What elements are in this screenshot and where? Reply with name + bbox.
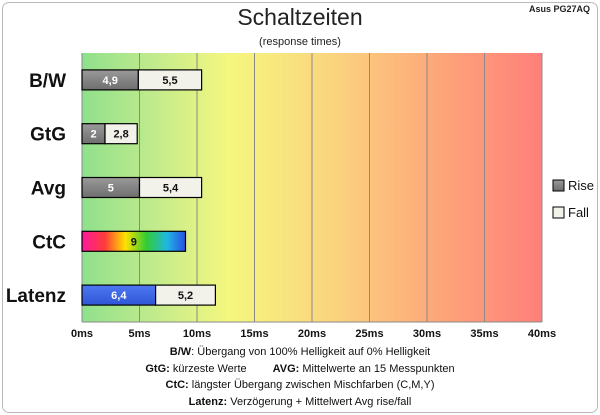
bars: 4,9 5,5 2 2,8 5 5,4 9 6,4 5,2	[81, 69, 217, 306]
bar-segment-4-1	[155, 284, 217, 306]
legend-swatch-rise	[552, 179, 565, 192]
note-bw-key: B/W	[169, 346, 192, 358]
category-label: GtG	[30, 125, 66, 146]
monitor-model-label: Asus PG27AQ	[528, 4, 590, 14]
bar-value-label: 9	[131, 236, 137, 248]
bar-value-label: 6,4	[111, 290, 127, 302]
legend-swatch-fall	[552, 206, 565, 219]
bar-value-label: 2,8	[113, 129, 128, 141]
bar-segment-1-1	[104, 123, 138, 145]
bar-value-label: 5,5	[162, 75, 177, 87]
category-label: CtC	[32, 232, 66, 253]
note-latency: Latenz: Verzögerung + Mittelwert Avg ris…	[0, 394, 600, 411]
bar-value-label: 2	[90, 129, 96, 141]
note-avg-key: AVG:	[272, 362, 300, 375]
chart-notes: B/W: Übergang von 100% Helligkeit auf 0%…	[0, 344, 600, 410]
note-lat-key: Latenz:	[188, 395, 228, 408]
x-tick-labels: 0ms 5ms 10ms 15ms 20ms 25ms 30ms 35ms 40ms	[71, 328, 556, 340]
bar-value-label: 5,4	[163, 183, 179, 195]
chart-subtitle: (response times)	[259, 36, 341, 48]
note-gtg-key: GtG:	[145, 362, 170, 375]
category-label: B/W	[29, 71, 66, 92]
bar-value-label: 5,2	[178, 290, 193, 302]
category-label: Latenz	[6, 286, 66, 307]
note-ctc-text: längster Übergang zwischen Mischfarben (…	[188, 379, 435, 391]
note-lat-text: Verzögerung + Mittelwert Avg rise/fall	[227, 395, 412, 408]
note-gtg-text: kürzeste Werte	[169, 362, 247, 375]
x-tick-label: 10ms	[183, 328, 211, 340]
bar-segment-3-0	[81, 230, 187, 252]
x-tick-label: 30ms	[413, 328, 441, 340]
x-tick-label: 40ms	[528, 328, 556, 340]
note-bw-text: : Übergang von 100% Helligkeit auf 0% He…	[191, 346, 431, 358]
x-tick-label: 15ms	[240, 328, 268, 340]
note-ctc-key: CtC:	[165, 379, 189, 391]
x-tick-label: 35ms	[470, 328, 498, 340]
category-labels: B/W GtG Avg CtC Latenz	[6, 71, 66, 307]
bar-segment-0-1	[137, 69, 203, 91]
note-bw: B/W: Übergang von 100% Helligkeit auf 0%…	[0, 344, 600, 361]
x-tick-label: 5ms	[128, 328, 150, 340]
x-tick-label: 0ms	[71, 328, 93, 340]
bar-value-label: 5	[108, 183, 114, 195]
note-ctc: CtC: längster Übergang zwischen Mischfar…	[0, 377, 600, 394]
chart-title: Schaltzeiten	[237, 4, 363, 30]
legend: Rise Fall	[552, 178, 594, 220]
category-label: Avg	[31, 179, 66, 200]
legend-label-fall: Fall	[568, 205, 589, 220]
x-tick-label: 20ms	[298, 328, 326, 340]
legend-label-rise: Rise	[568, 178, 594, 193]
note-avg-text: Mittelwerte an 15 Messpunkten	[299, 362, 455, 375]
bar-segment-2-1	[138, 176, 203, 199]
x-tick-label: 25ms	[355, 328, 383, 340]
note-gtg-avg: GtG: kürzeste Werte AVG: Mittelwerte an 1…	[0, 361, 600, 378]
bar-value-label: 4,9	[103, 75, 118, 87]
